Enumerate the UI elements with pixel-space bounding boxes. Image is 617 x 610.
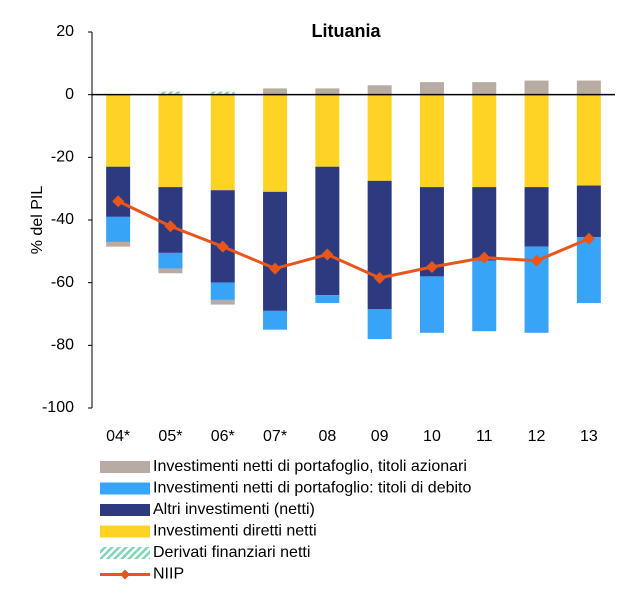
x-tick-label: 12 <box>528 428 546 445</box>
bar-segment <box>106 216 131 242</box>
bar-segment <box>576 185 601 238</box>
bar-segment <box>367 309 392 340</box>
bar-segment <box>106 241 131 247</box>
bar-segment <box>210 299 235 305</box>
bar-segment <box>210 94 235 191</box>
bar-segment <box>158 252 183 269</box>
line-marker <box>425 261 438 273</box>
bar-segment <box>158 268 183 274</box>
legend-swatch <box>100 504 150 516</box>
y-tick-label: -40 <box>51 211 74 228</box>
line <box>117 199 590 280</box>
bar-segment <box>263 94 288 192</box>
y-axis-label: % del PIL <box>29 186 46 255</box>
x-tick-label: 04* <box>106 428 130 445</box>
bar-segment <box>315 94 340 167</box>
bar-segment <box>576 94 601 186</box>
bar-segment <box>472 82 497 95</box>
bar-segment <box>419 94 444 188</box>
bar-segment <box>263 310 288 330</box>
x-tick-label: 13 <box>580 428 598 445</box>
y-tick-label: -20 <box>51 149 74 166</box>
legend-label: Investimenti diretti netti <box>153 523 317 540</box>
bar-segment <box>210 190 235 283</box>
bar-segment <box>419 276 444 333</box>
legend-label: Altri investimenti (netti) <box>153 501 315 518</box>
bar-segment <box>472 94 497 188</box>
legend-swatch <box>100 461 150 473</box>
legend-swatch <box>100 525 150 538</box>
bar-segment <box>315 166 340 296</box>
legend-label: Investimenti netti di portafoglio: titol… <box>153 480 472 497</box>
line-marker <box>112 195 125 208</box>
y-tick-label: 0 <box>65 86 74 103</box>
bar-segment <box>263 191 288 311</box>
line-marker <box>321 248 334 261</box>
x-tick-label: 08 <box>318 428 336 445</box>
line-marker <box>478 251 491 264</box>
x-tick-label: 05* <box>158 428 182 445</box>
bar-segment <box>524 187 549 247</box>
line-marker <box>582 232 595 245</box>
y-tick-label: 20 <box>56 23 74 40</box>
bar-segment <box>419 82 444 95</box>
legend-marker <box>120 569 130 580</box>
legend-swatch <box>100 482 150 495</box>
bar-segment <box>367 180 392 310</box>
bar-segment <box>576 80 601 95</box>
legend-label: Derivati finanziari netti <box>153 544 310 561</box>
bar-segment <box>472 187 497 261</box>
bar-segment <box>524 80 549 95</box>
bar-segment <box>315 295 340 304</box>
bar-segment <box>367 94 392 181</box>
x-tick-label: 07* <box>263 428 287 445</box>
line-marker <box>269 262 282 275</box>
bar-segment <box>576 237 601 304</box>
line-marker <box>530 254 543 267</box>
bar-segment <box>158 91 183 95</box>
line-marker <box>216 240 229 253</box>
bar-segment <box>524 94 549 188</box>
bar-segment <box>158 187 183 253</box>
bar-segment <box>472 260 497 332</box>
chart-title: Lituania <box>311 21 381 41</box>
bar-segment <box>106 166 131 217</box>
x-tick-label: 11 <box>476 428 493 445</box>
y-tick-label: -100 <box>42 399 74 416</box>
bar-segment <box>367 85 392 95</box>
bar-segment <box>315 88 340 95</box>
legend-label: Investimenti netti di portafoglio, titol… <box>153 458 467 475</box>
bar-segment <box>263 88 288 95</box>
bar-segment <box>210 91 235 95</box>
x-tick-label: 06* <box>211 428 235 445</box>
x-tick-label: 09 <box>371 428 389 445</box>
y-tick-label: -60 <box>51 274 74 291</box>
legend-label: NIIP <box>153 566 184 583</box>
bar-segment <box>158 94 183 188</box>
y-tick-label: -80 <box>51 337 74 354</box>
bar-segment <box>210 282 235 300</box>
line-marker <box>164 220 177 233</box>
legend-swatch <box>100 547 150 559</box>
line-marker <box>373 271 386 284</box>
bar-segment <box>106 94 131 167</box>
x-tick-label: 10 <box>423 428 441 445</box>
